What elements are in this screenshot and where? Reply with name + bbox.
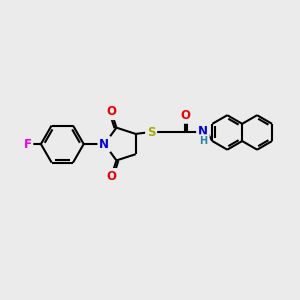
Text: S: S: [147, 126, 155, 139]
Text: N: N: [99, 138, 109, 151]
Text: H: H: [199, 136, 207, 146]
Text: O: O: [106, 105, 116, 118]
Text: O: O: [106, 170, 116, 183]
Text: F: F: [23, 138, 32, 151]
Text: N: N: [198, 125, 208, 138]
Text: O: O: [180, 109, 190, 122]
